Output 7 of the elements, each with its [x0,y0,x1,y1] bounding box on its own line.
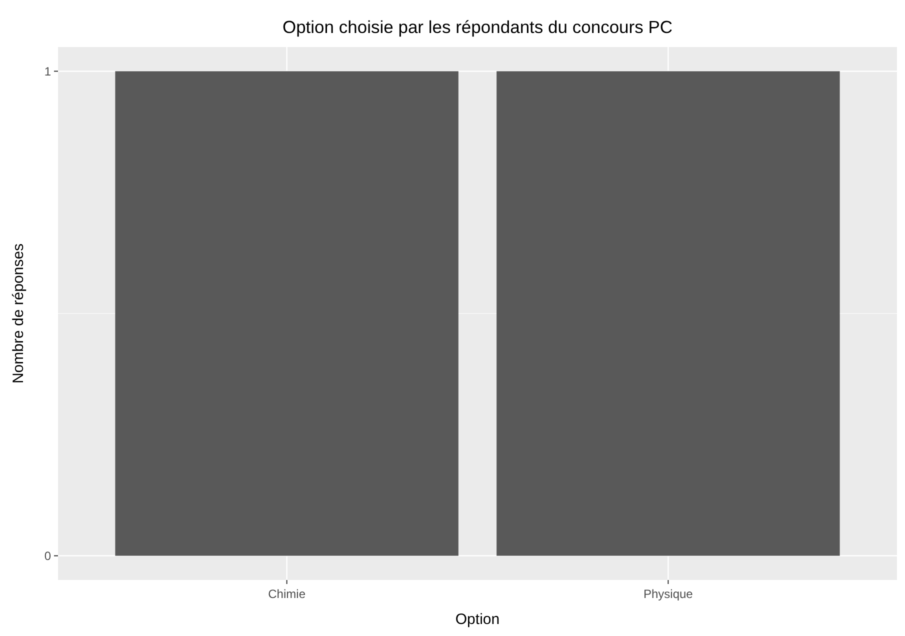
x-tick-label: Chimie [268,587,306,601]
x-tick-label: Physique [643,587,694,601]
y-axis-title: Nombre de réponses [10,243,27,384]
y-tick-label: 0 [44,548,52,563]
x-axis-title: Option [455,611,500,628]
chart-title: Option choisie par les répondants du concours PC [282,17,673,37]
y-tick-label: 1 [44,64,52,78]
